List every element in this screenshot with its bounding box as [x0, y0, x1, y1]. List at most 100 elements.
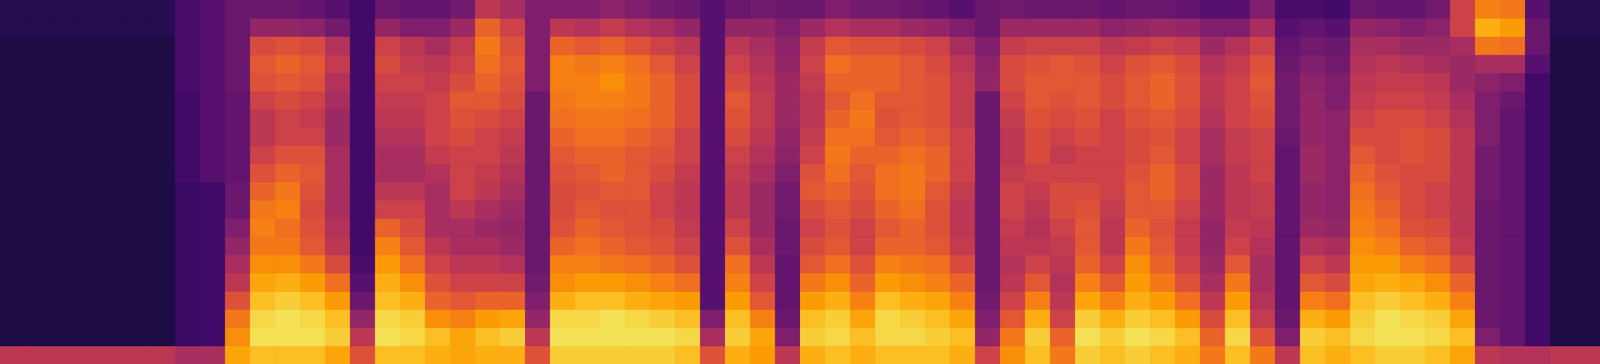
cell [424, 182, 451, 201]
cell [1125, 73, 1151, 92]
cell [400, 163, 426, 183]
cell [125, 346, 151, 364]
cell [1024, 200, 1051, 220]
cell [325, 91, 351, 110]
cell [1200, 54, 1226, 74]
cell [1349, 200, 1376, 220]
cell [674, 182, 701, 201]
cell [1500, 182, 1526, 201]
cell [1024, 146, 1051, 165]
cell [1125, 255, 1151, 274]
cell [1424, 291, 1451, 310]
cell [1250, 291, 1276, 310]
cell [1575, 346, 1600, 364]
cell [100, 328, 126, 347]
cell [1500, 328, 1526, 347]
cell [850, 291, 876, 310]
cell [650, 163, 676, 183]
cell [749, 127, 776, 147]
cell [24, 346, 51, 364]
cell [125, 36, 151, 55]
cell [749, 0, 776, 19]
cell [274, 218, 301, 237]
cell [700, 163, 726, 183]
cell [1474, 200, 1501, 220]
cell [250, 309, 276, 329]
cell [925, 0, 951, 19]
cell [300, 255, 326, 274]
cell [1200, 127, 1226, 147]
cell [1125, 182, 1151, 201]
cell [725, 309, 751, 329]
cell [300, 200, 326, 220]
cell [900, 36, 926, 55]
cell [74, 328, 101, 347]
cell [100, 146, 126, 165]
cell [1375, 73, 1401, 92]
cell [125, 146, 151, 165]
cell [775, 36, 801, 55]
cell [650, 200, 676, 220]
cell [700, 146, 726, 165]
cell [125, 91, 151, 110]
cell [375, 346, 401, 364]
cell [1325, 291, 1351, 310]
cell [149, 163, 176, 183]
cell [1450, 182, 1476, 201]
cell [274, 236, 301, 256]
cell [450, 73, 476, 92]
cell [624, 127, 651, 147]
cell [525, 127, 551, 147]
cell [1125, 328, 1151, 347]
cell [375, 73, 401, 92]
cell [674, 273, 701, 293]
cell [725, 0, 751, 19]
cell [1250, 54, 1276, 74]
cell [1074, 291, 1101, 310]
cell [50, 127, 76, 147]
cell [525, 346, 551, 364]
cell [949, 273, 976, 293]
cell [1349, 91, 1376, 110]
cell [650, 236, 676, 256]
cell [224, 309, 251, 329]
cell [1525, 182, 1551, 201]
cell [850, 73, 876, 92]
cell [100, 91, 126, 110]
cell [1575, 146, 1600, 165]
cell [250, 200, 276, 220]
cell [1424, 36, 1451, 55]
cell [149, 182, 176, 201]
cell [375, 127, 401, 147]
cell [975, 127, 1001, 147]
cell [474, 0, 501, 19]
cell [1074, 255, 1101, 274]
cell [1050, 18, 1076, 37]
cell [549, 18, 576, 37]
cell [0, 0, 26, 19]
cell [424, 291, 451, 310]
cell [349, 0, 376, 19]
cell [1050, 346, 1076, 364]
cell [224, 273, 251, 293]
cell [575, 273, 601, 293]
cell [1349, 0, 1376, 19]
cell [975, 163, 1001, 183]
cell [725, 218, 751, 237]
cell [850, 236, 876, 256]
cell [400, 91, 426, 110]
cell [1500, 127, 1526, 147]
cell [1424, 255, 1451, 274]
cell [624, 200, 651, 220]
cell [500, 182, 526, 201]
cell [74, 18, 101, 37]
cell [1450, 236, 1476, 256]
cell [1575, 36, 1600, 55]
cell [250, 73, 276, 92]
cell [200, 273, 226, 293]
cell [100, 200, 126, 220]
cell [274, 18, 301, 37]
cell [1525, 146, 1551, 165]
cell [1100, 109, 1126, 128]
cell [1400, 0, 1426, 19]
